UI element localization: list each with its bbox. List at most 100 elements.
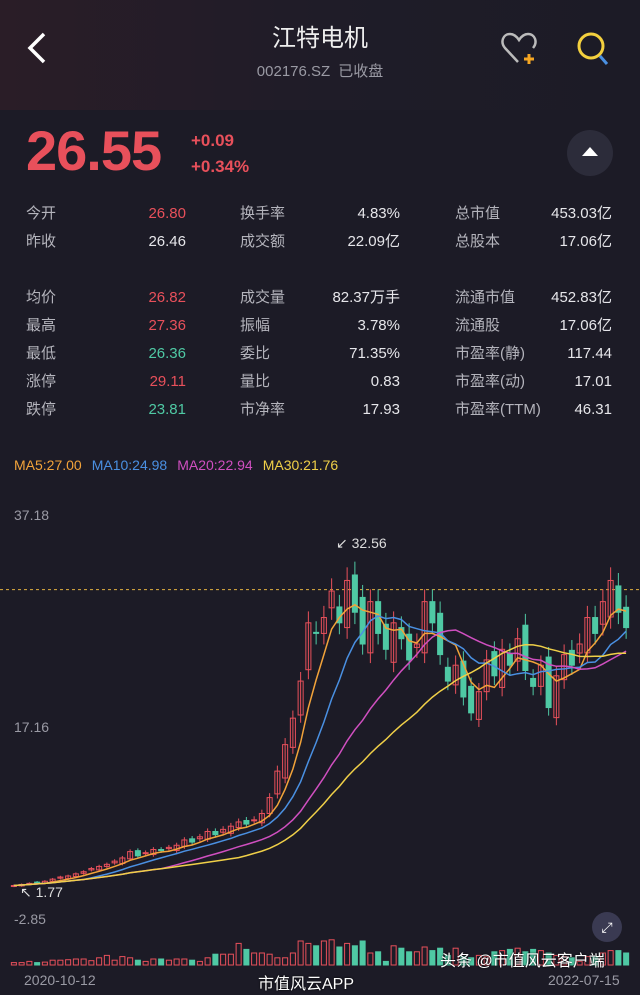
volume-bar	[49, 959, 56, 966]
stat-label: 振幅	[240, 317, 271, 334]
stat-label: 涨停	[26, 373, 57, 390]
stat-value: 17.06亿	[559, 317, 612, 334]
stat-label: 委比	[240, 345, 271, 362]
expand-icon[interactable]: ⤢	[592, 912, 622, 942]
stat-label: 总股本	[455, 233, 501, 250]
max-value: 32.56	[351, 535, 387, 551]
candle-body	[274, 770, 281, 795]
current-price: 26.55	[26, 119, 162, 182]
volume-bar	[561, 956, 568, 966]
volume-bar	[351, 945, 358, 966]
volume-bar	[576, 960, 583, 966]
stat-label: 最高	[26, 317, 57, 334]
volume-bar	[119, 956, 126, 966]
volume-bar	[437, 947, 444, 966]
candle-body	[127, 851, 134, 860]
volume-bar	[444, 954, 451, 966]
stat-value: 82.37万手	[332, 289, 400, 306]
volume-bar	[483, 956, 490, 966]
candle-body	[103, 863, 110, 867]
candle-body	[150, 848, 157, 856]
volume-bar	[607, 950, 614, 966]
volume-bar	[545, 952, 552, 966]
volume-bar	[599, 952, 606, 966]
candle-body	[111, 860, 118, 864]
x-label-start: 2020-10-12	[24, 972, 96, 988]
stock-subtitle: 002176.SZ 已收盘	[0, 60, 640, 81]
candle-body	[561, 654, 568, 681]
volume-bar	[158, 958, 165, 966]
candle-body	[615, 585, 622, 613]
stat-label: 市净率	[240, 401, 286, 418]
volume-bar	[468, 957, 475, 966]
search-icon[interactable]	[574, 30, 614, 68]
stat-label: 成交额	[240, 233, 286, 250]
volume-bar	[413, 951, 420, 966]
volume-bar	[65, 959, 72, 966]
back-icon[interactable]	[24, 30, 54, 66]
candle-body	[313, 631, 320, 634]
ma30-line	[13, 643, 627, 887]
candle-body	[452, 664, 459, 686]
volume-bar	[514, 947, 521, 966]
stat-value: 26.82	[148, 289, 186, 306]
collapse-button[interactable]	[567, 130, 613, 176]
stat-label: 量比	[240, 373, 271, 390]
volume-bar	[623, 952, 630, 966]
volume-bar	[499, 950, 506, 966]
candle-body	[351, 574, 358, 613]
stat-label: 均价	[26, 289, 57, 306]
candle-body	[49, 878, 56, 882]
stat-label: 流通市值	[455, 289, 516, 306]
candle-body	[220, 828, 227, 833]
add-favorite-icon[interactable]	[500, 30, 540, 66]
candle-body	[576, 643, 583, 654]
volume-bar	[57, 959, 64, 966]
stat-label: 流通股	[455, 317, 501, 334]
candle-body	[134, 850, 141, 857]
volume-bar	[336, 946, 343, 966]
volume-bar	[282, 957, 289, 966]
candle-body	[189, 838, 196, 843]
candle-body	[475, 691, 482, 720]
volume-bar	[220, 953, 227, 966]
stat-value: 26.36	[148, 345, 186, 362]
candle-body	[212, 830, 219, 836]
ma-legend-item: MA10:24.98	[91, 457, 168, 473]
stat-value: 22.09亿	[347, 233, 400, 250]
volume-bar	[475, 954, 482, 966]
candle-body	[483, 659, 490, 693]
candle-body	[599, 601, 606, 625]
candle-body	[592, 617, 599, 634]
volume-bar	[173, 958, 180, 966]
candle-body	[266, 797, 273, 814]
volume-bar	[18, 962, 25, 966]
volume-bar	[235, 942, 242, 966]
candle-body	[460, 660, 467, 698]
stat-value: 17.06亿	[559, 233, 612, 250]
stat-value: 71.35%	[349, 345, 400, 362]
stat-value: 46.31	[574, 401, 612, 418]
volume-bar	[80, 958, 87, 966]
candle-body	[243, 820, 250, 825]
candle-body	[506, 653, 513, 666]
volume-bar	[34, 962, 41, 966]
volume-bar	[289, 952, 296, 966]
volume-bar	[227, 953, 234, 966]
stat-value: 452.83亿	[551, 289, 612, 306]
candle-body	[367, 601, 374, 654]
candlestick-chart[interactable]	[0, 495, 640, 970]
stat-label: 成交量	[240, 289, 286, 306]
ma-legend: MA5:27.00 MA10:24.98 MA20:22.94 MA30:21.76	[14, 457, 338, 473]
candle-body	[491, 651, 498, 677]
volume-bar	[212, 953, 219, 966]
volume-bar	[553, 954, 560, 966]
candle-body	[88, 868, 95, 871]
volume-bar	[266, 953, 273, 966]
volume-bar	[375, 951, 382, 966]
stat-label: 市盈率(静)	[455, 345, 525, 362]
candle-body	[568, 649, 575, 666]
candle-body	[468, 685, 475, 714]
volume-bar	[537, 950, 544, 966]
candle-body	[251, 819, 258, 822]
